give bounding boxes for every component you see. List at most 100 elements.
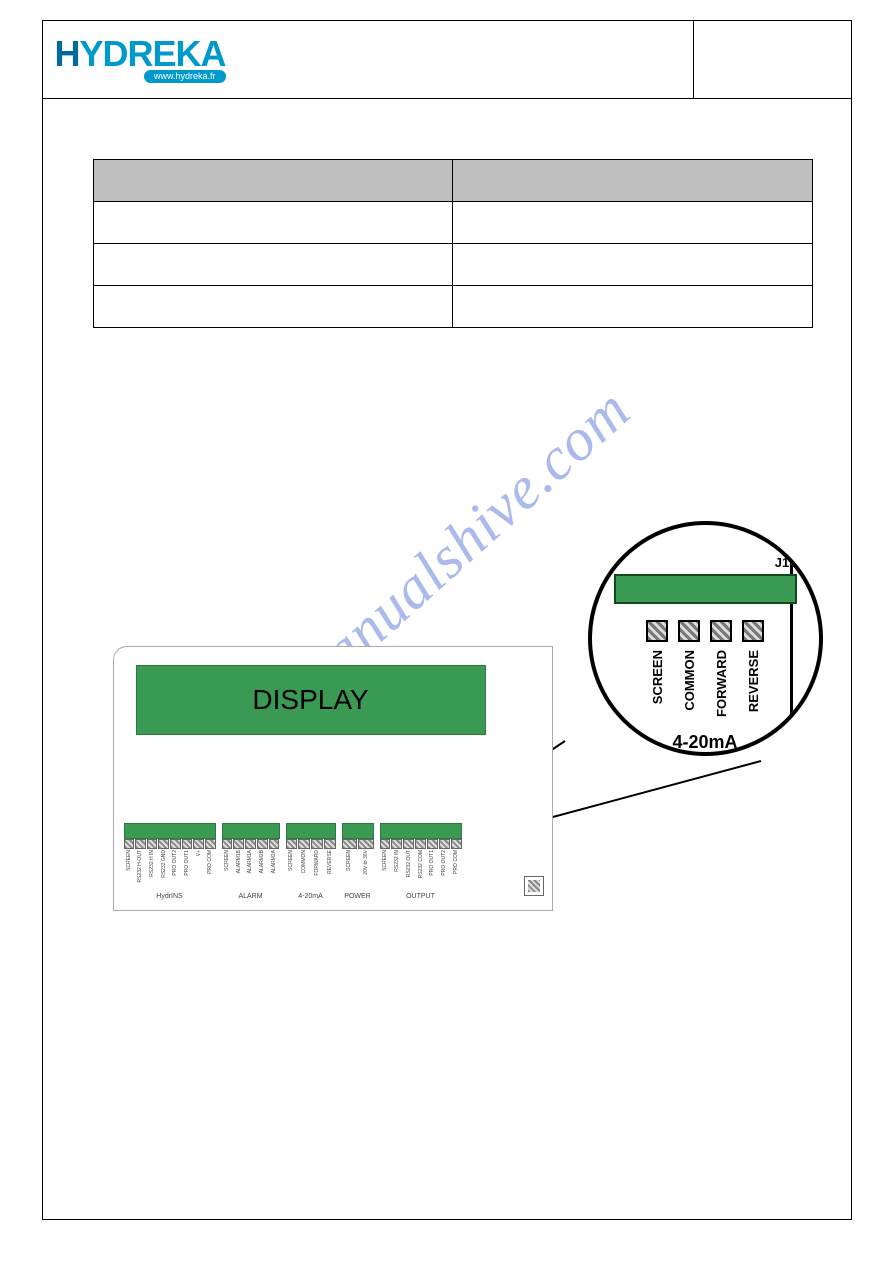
pin-label: ALARM2A — [269, 849, 280, 891]
table-cell — [453, 244, 813, 286]
board-diagram: DISPLAY SCREENRS232 H-OUTRS232 H INRS232… — [113, 591, 603, 896]
magnifier-green-strip — [614, 574, 797, 604]
pad — [380, 839, 391, 849]
mag-pad — [678, 620, 700, 642]
pad-strip — [124, 839, 216, 849]
magnifier-pads — [614, 620, 797, 642]
mag-pad — [646, 620, 668, 642]
connector-block: SCREEN20V to 36V POWER — [342, 823, 374, 900]
magnifier-circle: J15 SCREENCOMMONFORWARDREVERSE 4-20mA — [588, 521, 823, 756]
pin-label: COMMON — [298, 849, 310, 891]
pin-label: SCREEN — [380, 849, 391, 891]
connector-block: SCREENRS232 H-OUTRS232 H INRS232 GND PRO … — [124, 823, 216, 900]
pad — [403, 839, 414, 849]
pin-label: PRO COM — [205, 849, 216, 891]
connector-name: ALARM — [238, 893, 262, 900]
mag-pin-label: COMMON — [678, 650, 700, 720]
pin-label: FORWARD — [311, 849, 323, 891]
board-outline: DISPLAY SCREENRS232 H-OUTRS232 H INRS232… — [113, 646, 553, 911]
pin-label: RS232 IN — [391, 849, 402, 891]
logo: HYDREKA www.hydreka.fr — [55, 36, 226, 83]
table-header — [93, 160, 453, 202]
pin-label: V+ — [193, 849, 204, 891]
pad — [415, 839, 426, 849]
pad-strip — [342, 839, 374, 849]
pin-label: PRO OUT1 — [427, 849, 438, 891]
table-cell — [453, 286, 813, 328]
pin-label-row: SCREENALARM1BALARM1AALARM2BALARM2A — [222, 849, 280, 891]
content-area — [43, 99, 851, 328]
pin-label: SCREEN — [286, 849, 298, 891]
pin-label-row: SCREENRS232 H-OUTRS232 H INRS232 GND PRO … — [124, 849, 216, 891]
pad — [222, 839, 233, 849]
connector-block: SCREENALARM1BALARM1AALARM2BALARM2A ALARM — [222, 823, 280, 900]
pin-label: SCREEN — [222, 849, 233, 891]
display-block: DISPLAY — [136, 665, 486, 735]
pin-label: RS232 H IN — [147, 849, 158, 891]
pin-label: RS232 H-OUT — [135, 849, 146, 891]
green-strip — [342, 823, 374, 839]
spec-table — [93, 159, 813, 328]
pad — [286, 839, 298, 849]
pad — [205, 839, 216, 849]
green-strip — [286, 823, 336, 839]
pin-label: RS232 GND — [158, 849, 169, 891]
green-strip — [124, 823, 216, 839]
connector-name: HydrINS — [156, 893, 182, 900]
pin-label: PRO OUT2 — [439, 849, 450, 891]
pad — [298, 839, 310, 849]
pad — [233, 839, 244, 849]
pin-label: PRO OUT1 — [182, 849, 193, 891]
pad — [182, 839, 193, 849]
pin-label: ALARM1A — [245, 849, 256, 891]
pad — [439, 839, 450, 849]
table-cell — [93, 244, 453, 286]
pad — [451, 839, 462, 849]
pin-label-row: SCREENCOMMONFORWARDREVERSE — [286, 849, 336, 891]
pad — [245, 839, 256, 849]
pad — [342, 839, 358, 849]
aux-block — [524, 876, 544, 896]
page-frame: HYDREKA www.hydreka.fr manualshive.com D… — [42, 20, 852, 1220]
pin-label: REVERSE — [324, 849, 336, 891]
connector-name: OUTPUT — [406, 893, 435, 900]
mag-pin-label: REVERSE — [742, 650, 764, 720]
pad-strip — [222, 839, 280, 849]
pad — [147, 839, 158, 849]
table-cell — [93, 202, 453, 244]
pad — [158, 839, 169, 849]
pin-label-row: SCREEN20V to 36V — [342, 849, 374, 891]
pin-label: RS232 OUT — [403, 849, 414, 891]
connector-name: POWER — [344, 893, 370, 900]
table-cell — [453, 202, 813, 244]
pin-label: RS232 COM — [415, 849, 426, 891]
green-strip — [380, 823, 462, 839]
mag-pad — [742, 620, 764, 642]
mag-pin-label: FORWARD — [710, 650, 732, 720]
pin-label: SCREEN — [124, 849, 135, 891]
pad — [358, 839, 374, 849]
connector-block: SCREENRS232 INRS232 OUTRS232 COMPRO OUT1… — [380, 823, 462, 900]
magnifier-content: J15 SCREENCOMMONFORWARDREVERSE 4-20mA — [614, 555, 797, 753]
logo-text: HYDREKA — [55, 36, 226, 72]
pad — [324, 839, 336, 849]
connector-name: 4-20mA — [298, 893, 323, 900]
magnifier-title: 4-20mA — [614, 732, 797, 753]
pad-strip — [286, 839, 336, 849]
logo-cell: HYDREKA www.hydreka.fr — [43, 21, 694, 98]
logo-url-badge: www.hydreka.fr — [144, 70, 226, 83]
header-row: HYDREKA www.hydreka.fr — [43, 21, 851, 99]
pad — [257, 839, 268, 849]
pin-label-row: SCREENRS232 INRS232 OUTRS232 COMPRO OUT1… — [380, 849, 462, 891]
header-empty-cell — [694, 21, 851, 98]
connector-row: SCREENRS232 H-OUTRS232 H INRS232 GNDPRO … — [124, 823, 544, 900]
pin-label: SCREEN — [342, 849, 358, 891]
mag-pin-label: SCREEN — [646, 650, 668, 720]
green-strip — [222, 823, 280, 839]
pad — [135, 839, 146, 849]
pad — [427, 839, 438, 849]
magnifier-pin-labels: SCREEN COMMON FORWARD REVERSE — [614, 650, 797, 720]
pad — [269, 839, 280, 849]
pin-label: ALARM1B — [233, 849, 244, 891]
table-cell — [93, 286, 453, 328]
